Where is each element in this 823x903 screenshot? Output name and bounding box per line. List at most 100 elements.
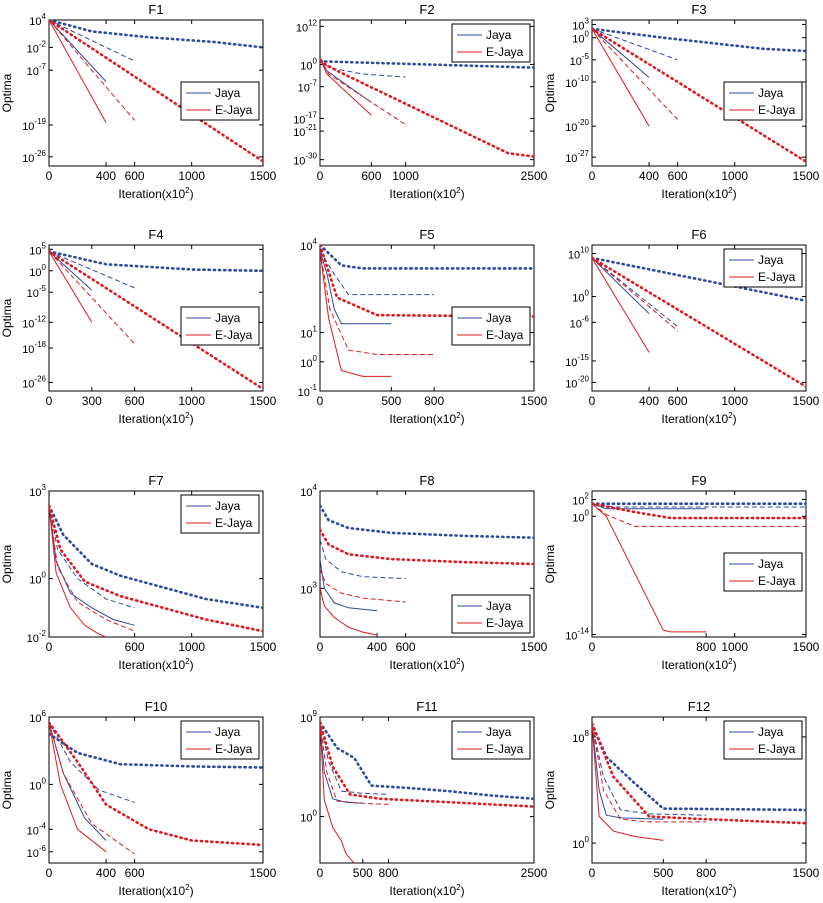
y-tick-exponent: -18 [34,340,46,349]
series-line-ejaya-solid [592,257,650,353]
legend-label-ejaya: E-Jaya [758,742,796,756]
series-line-jaya-dashed [49,722,135,803]
x-axis-label-end: ) [190,884,194,898]
legend-label-jaya: Jaya [758,557,784,571]
subplot-title: F7 [148,473,163,488]
legend-label-ejaya: E-Jaya [758,103,796,117]
y-tick-exponent: -7 [310,79,318,88]
y-tick-base: 10 [572,495,584,507]
x-tick-label: 800 [696,866,716,880]
subplot-title: F5 [419,227,434,242]
y-tick-exponent: 0 [313,809,318,818]
y-tick-label: 104 [300,483,317,499]
x-axis-label: Iteration(x102) [661,411,736,426]
y-tick-exponent: 0 [42,263,47,272]
series-group [49,20,263,163]
x-tick-label: 0 [589,394,596,408]
y-axis-label: Optima [0,544,14,583]
series-group [592,502,806,633]
y-tick-base: 10 [22,378,34,390]
y-tick-base: 10 [27,633,39,645]
x-axis-label-text: Iteration(x10 [118,884,185,898]
series-line-ejaya-solid [592,28,650,127]
legend-label-jaya: Jaya [486,28,512,42]
y-tick-label: 10-4 [27,821,47,837]
x-axis-label-sup: 2 [185,657,190,666]
y-tick-label: 101 [300,325,317,341]
series-line-ejaya-solid [320,588,378,636]
x-axis-label: Iteration(x102) [118,186,193,201]
y-tick-base: 10 [293,114,305,126]
y-tick-exponent: -26 [34,374,46,383]
series-line-ejaya-dashed [320,568,406,603]
y-tick-exponent: -7 [39,62,47,71]
legend-box [451,306,531,346]
y-tick-base: 10 [27,288,39,300]
x-axis-label: Iteration(x102) [118,657,193,672]
series-line-ejaya-dashed [320,57,406,126]
legend: Jaya E-Jaya [723,81,803,121]
y-tick-base: 10 [27,825,39,837]
x-tick-label: 1500 [250,640,277,654]
y-tick-exponent: 0 [313,354,318,363]
x-tick-label: 1500 [793,169,820,183]
x-tick-label: 1500 [521,640,548,654]
series-line-jaya-dotted [592,27,806,53]
x-tick-label: 600 [125,394,145,408]
y-tick-label: 10-12 [22,314,46,330]
y-tick-exponent: 10 [580,246,589,255]
x-axis-label-end: ) [190,187,194,201]
y-tick-label: 10-10 [565,74,589,90]
y-tick-label: 104 [29,12,46,28]
y-tick-exponent: -30 [305,152,317,161]
y-tick-base: 10 [27,66,39,78]
x-tick-label: 400 [96,169,116,183]
series-line-ejaya-dashed [49,505,135,632]
subplot-f9: F90 800 1000 150010210010-14Iteration(x102)… [543,473,820,672]
subplot-title: F12 [688,699,710,714]
x-tick-label: 600 [125,866,145,880]
y-tick-exponent: -19 [34,117,46,126]
y-tick-label: 109 [300,709,317,725]
series-line-ejaya-dashed [592,28,678,120]
series-line-ejaya-dotted [49,250,263,391]
series-group [592,27,806,163]
series-group [320,721,534,863]
y-tick-label: 10-6 [570,314,590,330]
y-tick-label: 10-7 [298,79,318,95]
y-axis-label: Optima [0,73,14,112]
series-line-jaya-solid [49,505,135,626]
y-tick-exponent: 3 [585,16,590,25]
series-line-ejaya-dashed [320,250,435,355]
subplot-title: F3 [691,2,706,17]
x-axis-label: Iteration(x102) [661,657,736,672]
y-tick-base: 10 [29,267,41,279]
series-line-jaya-dotted [49,504,263,610]
y-axis-label: Optima [0,298,14,337]
x-axis-label-sup: 2 [185,411,190,420]
series-line-jaya-dashed [320,722,389,795]
legend-label-ejaya: E-Jaya [758,270,796,284]
y-tick-label: 106 [29,709,46,725]
series-line-jaya-solid [320,559,378,612]
series-line-ejaya-dashed [592,723,707,823]
series-line-jaya-dotted [49,20,263,49]
x-axis-label-text: Iteration(x10 [118,412,185,426]
subplot-f6: F60 400 600 1000 1500101010010-610-1510-20It… [565,227,819,426]
y-tick-base: 10 [300,813,312,825]
subplot-title: F11 [416,699,437,714]
x-tick-label: 600 [668,169,688,183]
y-axis-label: Optima [543,73,557,112]
y-tick-base: 10 [29,16,41,28]
x-axis-label: Iteration(x102) [389,186,464,201]
x-axis-label: Iteration(x102) [389,883,464,898]
y-tick-exponent: -17 [305,110,317,119]
y-tick-label: 10-26 [22,149,46,165]
y-tick-exponent: -5 [582,52,590,61]
series-line-jaya-dotted [592,256,806,303]
x-axis-label-sup: 2 [185,186,190,195]
y-tick-exponent: -6 [39,844,47,853]
y-tick-base: 10 [565,122,577,134]
y-tick-base: 10 [27,43,39,55]
y-tick-base: 10 [568,250,580,262]
